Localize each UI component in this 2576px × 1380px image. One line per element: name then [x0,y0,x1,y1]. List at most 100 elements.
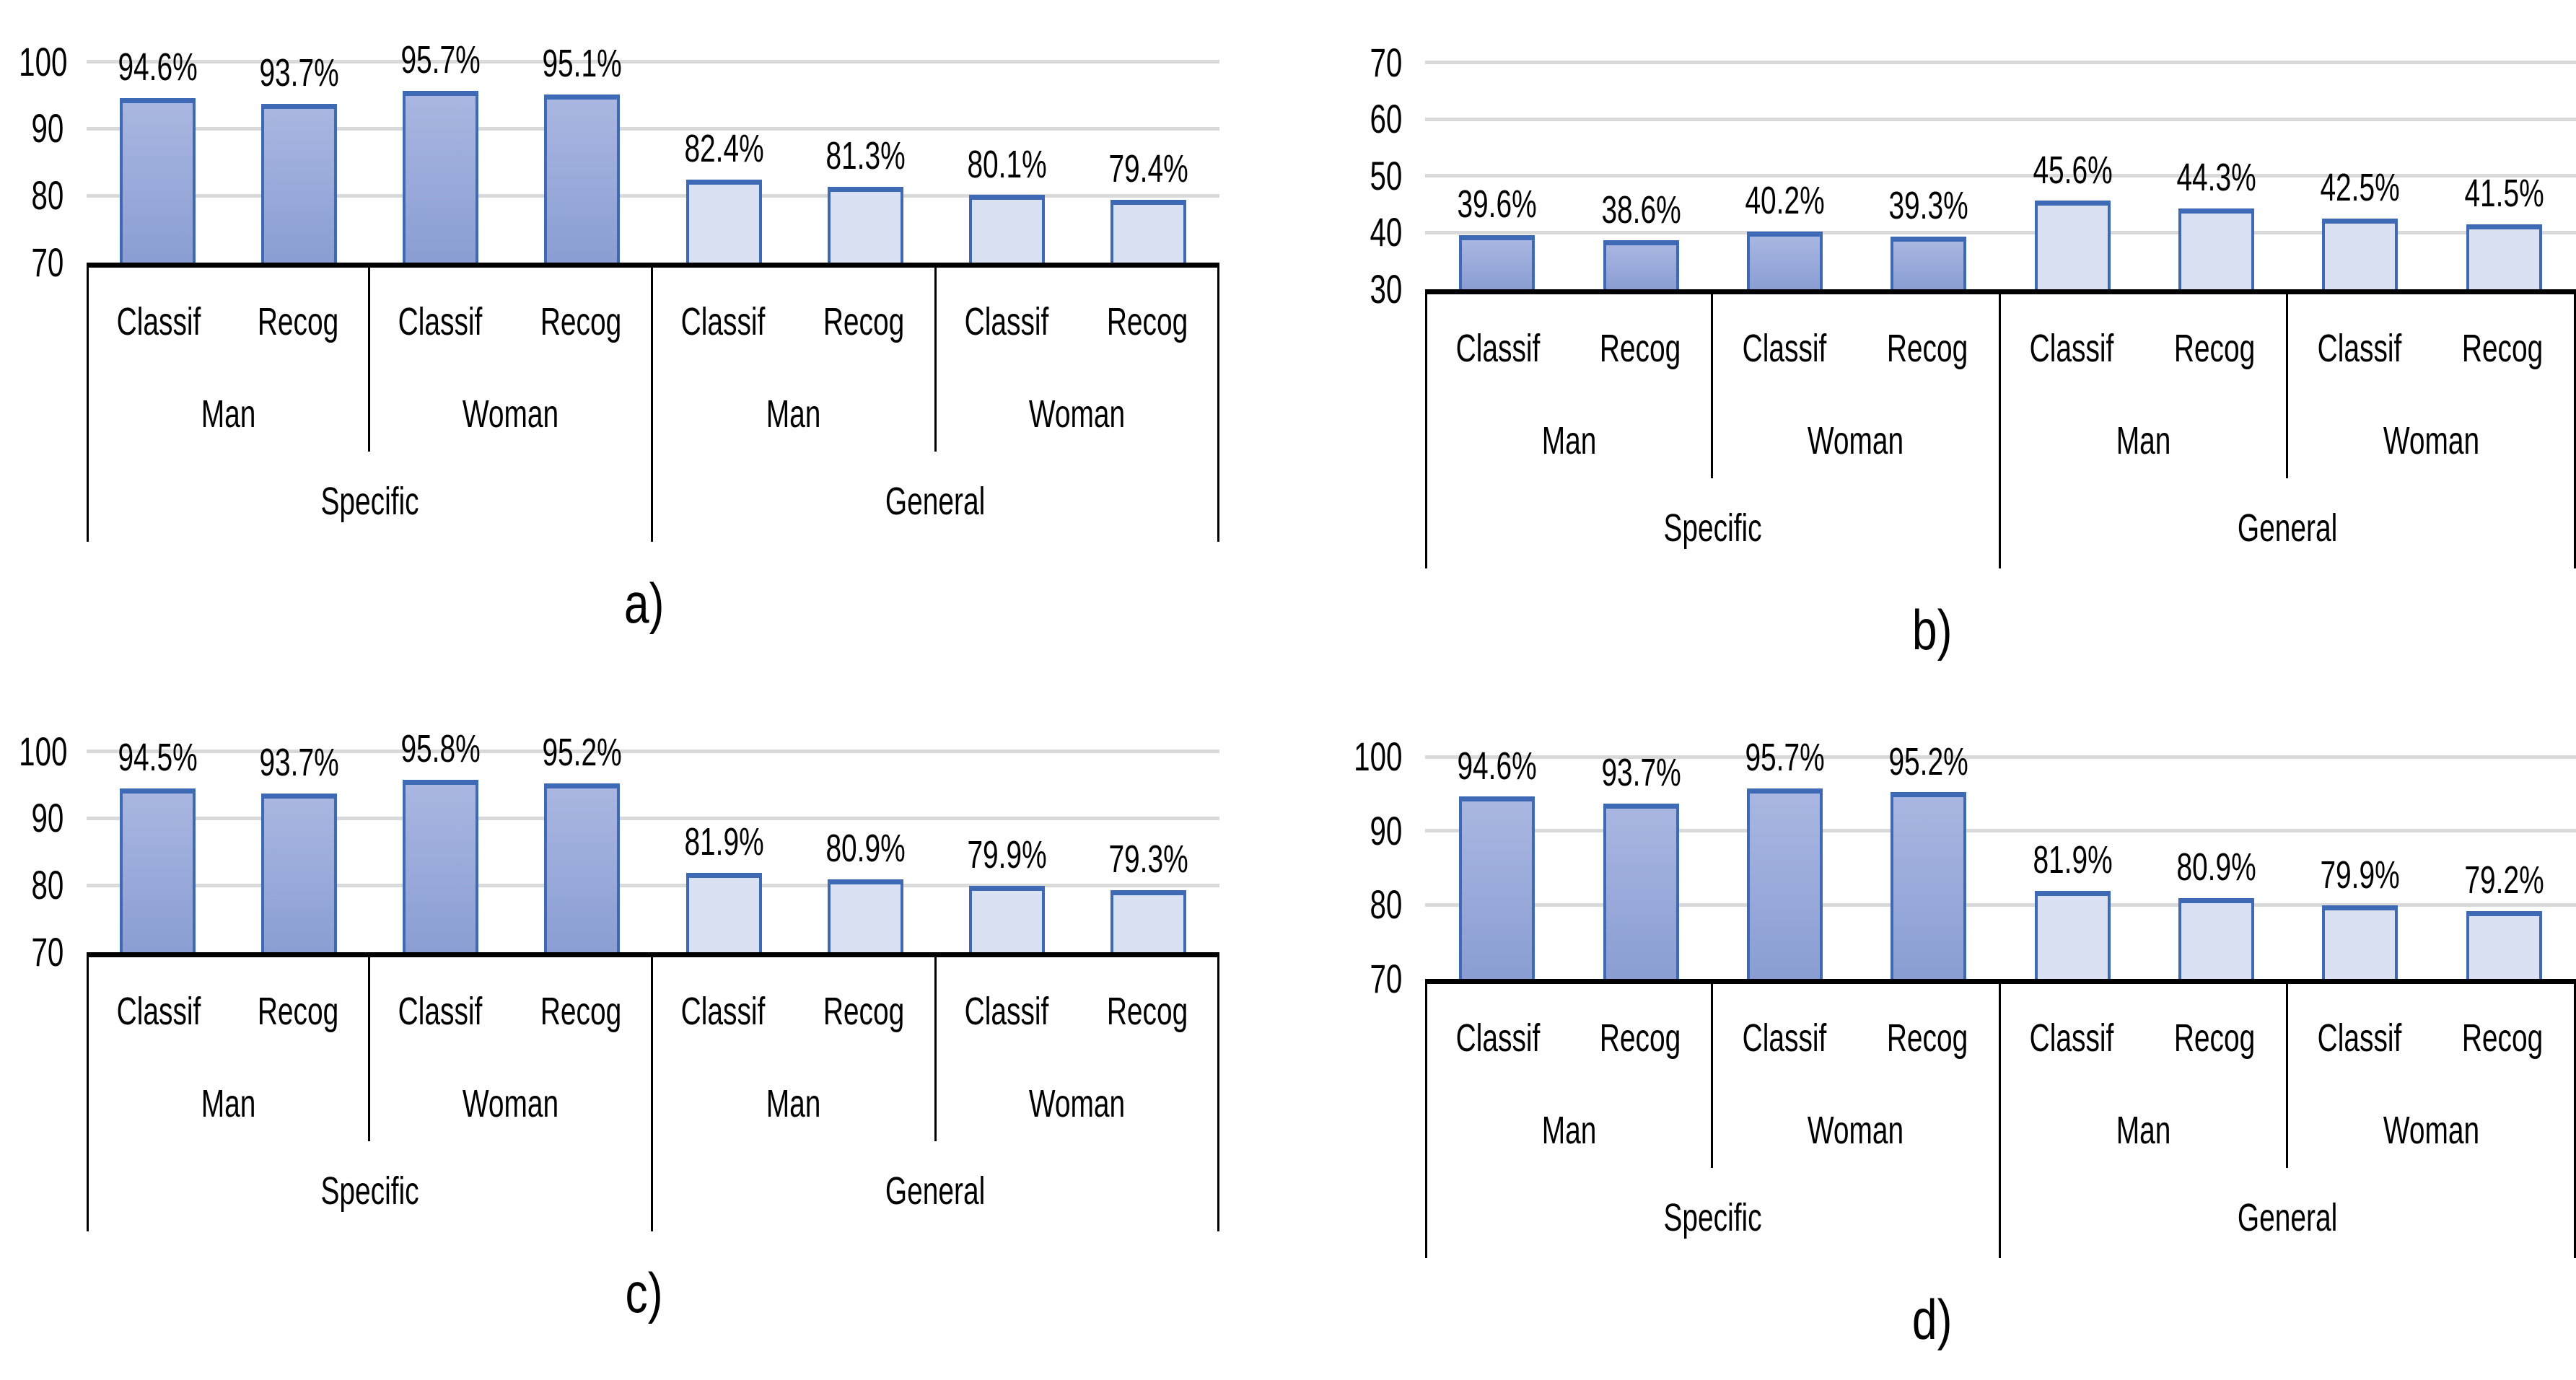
category-label-level1: Classif [948,302,1065,341]
category-label-level3-text: Specific [1663,1196,1762,1239]
category-label-level1: Recog [2158,1019,2271,1058]
panel-caption-text: c) [625,1261,663,1324]
gridline [1425,902,2576,907]
y-tick-label-text: 80 [31,172,63,219]
data-label: 94.5% [87,737,228,778]
bar-general [685,179,762,263]
bar-general [969,195,1046,263]
category-label-level1-text: Recog [257,300,339,343]
category-label-level1: Classif [382,302,499,341]
category-label-level2: Man [653,376,937,452]
panel-caption: c) [0,1265,1288,1321]
category-label-level1: Classif [2013,1019,2130,1058]
category-pair-level1: Classif Recog [1425,294,1713,403]
category-label-level1: Recog [525,302,637,341]
category-label-level3-text: General [2237,506,2337,550]
category-label-level3: General [653,452,1219,542]
category-label-level1-text: Classif [2030,1016,2114,1060]
panel-caption-text: b) [1911,598,1953,662]
category-tier-classif-recog: Classif Recog Classif Recog Classif Recog Clas… [1425,984,2576,1092]
data-label-text: 81.3% [825,134,906,178]
category-label-level1: Recog [1091,992,1204,1031]
category-pair-level1: Classif Recog [1713,294,2001,403]
category-label-level2-text: Woman [1807,418,1904,462]
category-label-level3: Specific [87,1141,653,1231]
y-tick-label: 60 [1288,99,1425,139]
category-label-level1-text: Classif [398,990,483,1033]
data-label-text: 82.4% [684,127,764,171]
y-axis: 70 80 90 100 [0,12,87,282]
gridline [87,883,1219,887]
category-label-level1-text: Recog [2174,1016,2256,1060]
category-label-level2-text: Man [2116,1108,2171,1152]
plot-area: 39.6% 38.6% 40.2% 39.3% 45.6% 44.3% 42.5% 41.5% [1425,12,2576,294]
data-label-text: 81.9% [2033,838,2113,882]
y-tick-label-text: 70 [1370,956,1402,1001]
gridline [87,750,1219,754]
category-pair-level1: Classif Recog [937,957,1219,1065]
category-label-level2: Woman [2288,403,2576,478]
y-tick-label: 70 [0,932,87,972]
category-label-level1: Classif [2013,329,2130,368]
y-tick-label: 80 [0,865,87,905]
category-label-level1: Classif [1440,329,1556,368]
y-tick-label-text: 100 [19,728,68,774]
data-label: 40.2% [1713,180,1857,221]
category-label-level2-text: Woman [462,1081,558,1125]
category-tier-classif-recog: Classif Recog Classif Recog Classif Recog Clas… [87,268,1219,376]
category-label-level1-text: Recog [540,300,621,343]
y-axis: 30 40 50 60 70 [1288,12,1425,309]
category-pair-level1: Classif Recog [1713,984,2001,1092]
plot-wrap: 94.6% 93.7% 95.7% 95.2% 81.9% 80.9% 79.9% 79.2% [1425,701,2576,984]
bar-specific [1603,803,1679,979]
data-label: 95.8% [370,729,512,770]
data-label-text: 80.9% [2176,845,2256,889]
panel-caption-text: d) [1911,1288,1953,1351]
category-axis: Classif Recog Classif Recog Classif Recog Clas… [87,957,1219,1231]
y-tick-label-text: 40 [1370,209,1402,255]
y-tick-label: 70 [1288,959,1425,999]
data-label-text: 94.6% [1457,744,1537,788]
category-tier-man-woman: Man Woman Man Woman [1425,403,2576,478]
y-tick-label: 90 [1288,810,1425,851]
data-label-text: 93.7% [259,51,339,95]
y-tick-label-text: 60 [1370,96,1402,142]
data-label-text: 80.1% [967,142,1047,186]
bar-general [685,872,762,952]
gridline [87,60,1219,64]
category-label-level1-text: Recog [2461,1016,2544,1060]
y-tick-label-text: 70 [31,929,63,975]
bar-specific [403,779,479,952]
data-label-text: 93.7% [1600,751,1681,794]
chart-panel-a: 70 80 90 100 94.6% 93.7% 95.7% 95.1% 82.4% 81.3%… [0,0,1288,690]
bar-specific [544,783,621,952]
data-label: 94.6% [87,47,228,88]
gridline [1425,230,2576,234]
bar-general [2178,898,2255,979]
chart-panel-c: 70 80 90 100 94.5% 93.7% 95.8% 95.2% 81.9% 80.9%… [0,690,1288,1380]
y-axis: 70 80 90 100 [1288,701,1425,999]
category-axis: Classif Recog Classif Recog Classif Recog Clas… [87,268,1219,542]
data-label-text: 80.9% [825,827,906,871]
category-label-level1-text: Recog [1599,1016,1681,1060]
data-label: 93.7% [228,53,369,94]
category-label-level1: Classif [1726,1019,1843,1058]
category-label-level1-text: Classif [1455,327,1541,370]
category-label-level1-text: Classif [964,990,1049,1033]
data-label-text: 40.2% [1745,179,1825,223]
category-label-level1-text: Recog [1886,327,1968,370]
bar-specific [1746,231,1823,289]
bar-general [1110,199,1187,263]
data-label-text: 79.2% [2464,858,2544,902]
category-label-level1-text: Recog [823,300,905,343]
category-pair-level1: Classif Recog [87,268,370,376]
data-label: 93.7% [1569,752,1712,794]
gridline [1425,61,2576,65]
bar-general [2034,201,2111,289]
plot-wrap: 39.6% 38.6% 40.2% 39.3% 45.6% 44.3% 42.5% 41.5% [1425,12,2576,294]
category-label-level2-text: Man [766,392,821,436]
y-tick-label-text: 100 [1353,734,1402,779]
category-label-level1-text: Classif [681,990,766,1033]
y-tick-label-text: 80 [31,862,63,908]
category-label-level1-text: Classif [1742,327,1827,370]
